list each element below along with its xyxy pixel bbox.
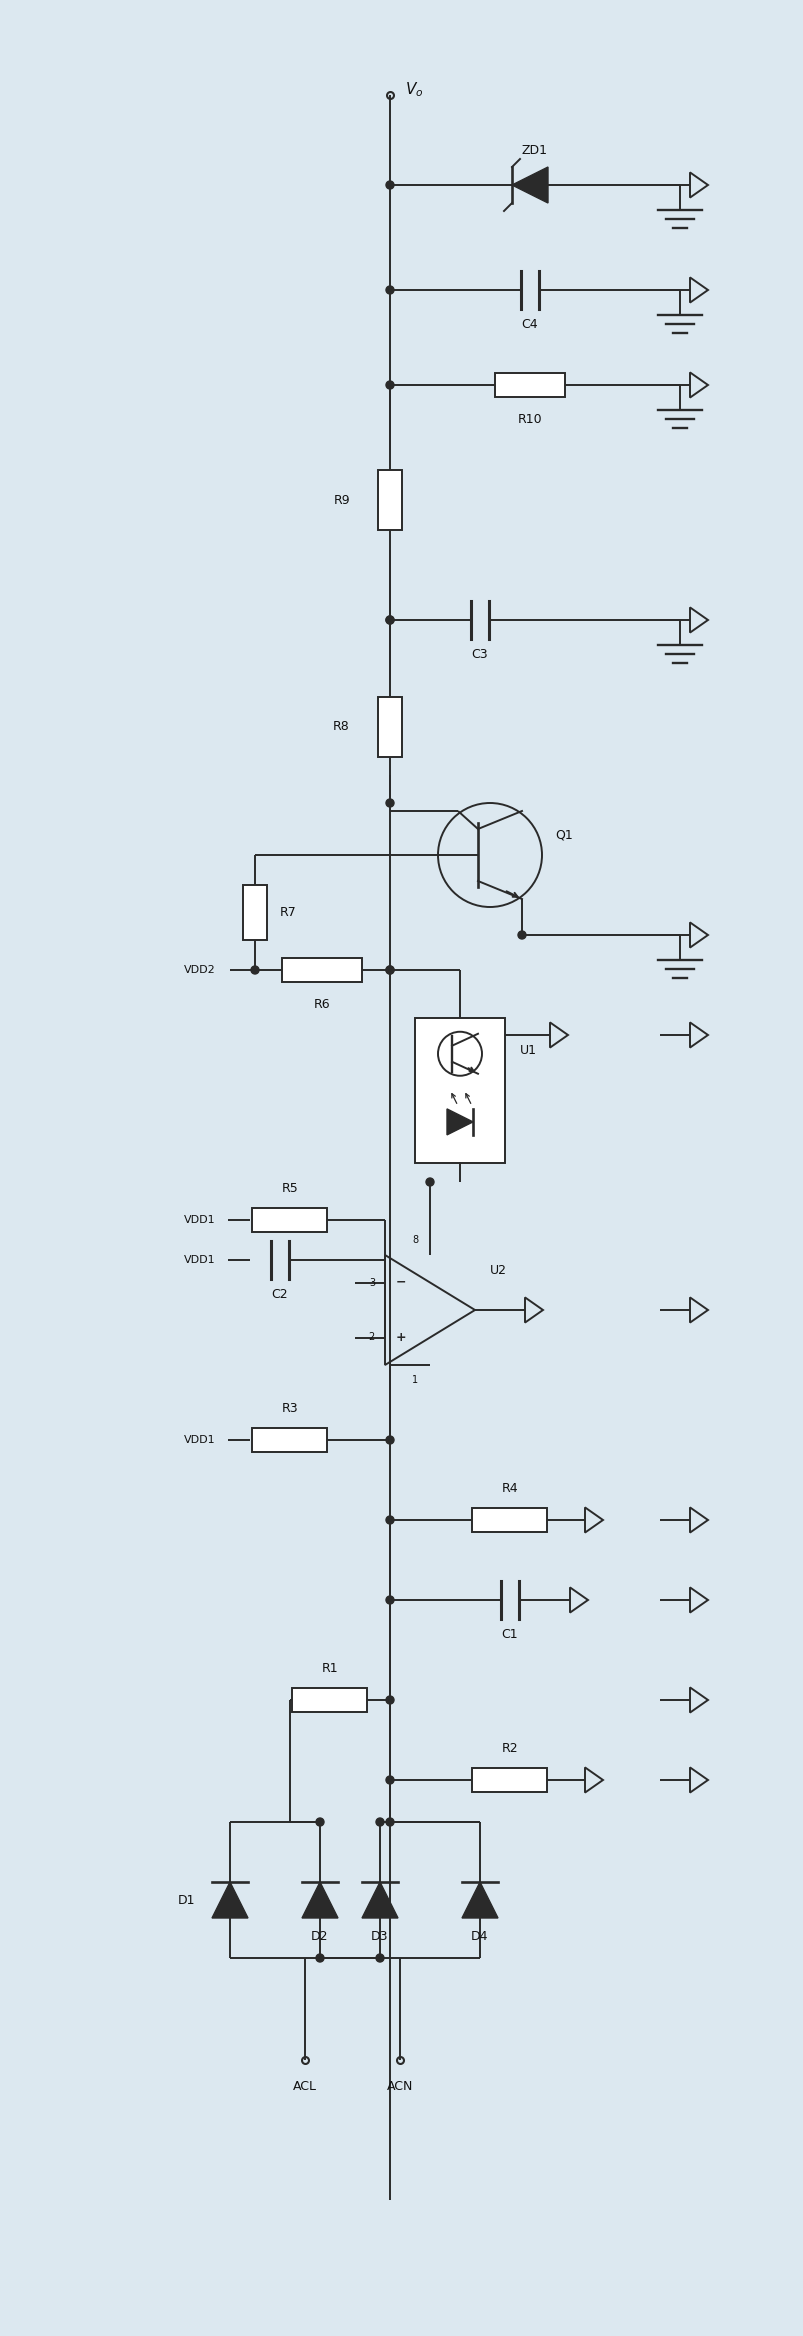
Circle shape bbox=[426, 1177, 434, 1187]
Bar bbox=[377, 470, 402, 530]
Bar bbox=[414, 1018, 504, 1163]
Bar bbox=[495, 374, 565, 397]
Bar bbox=[252, 1427, 327, 1453]
Circle shape bbox=[385, 1437, 393, 1444]
Text: D3: D3 bbox=[371, 1930, 389, 1944]
Polygon shape bbox=[512, 166, 548, 203]
Text: U1: U1 bbox=[520, 1044, 536, 1056]
Circle shape bbox=[385, 285, 393, 294]
Polygon shape bbox=[212, 1883, 247, 1918]
Circle shape bbox=[376, 1817, 384, 1827]
Text: ZD1: ZD1 bbox=[521, 145, 548, 157]
Circle shape bbox=[316, 1953, 324, 1962]
Text: C1: C1 bbox=[501, 1628, 518, 1640]
Bar bbox=[377, 696, 402, 757]
Text: D4: D4 bbox=[471, 1930, 488, 1944]
Text: VDD1: VDD1 bbox=[184, 1254, 215, 1266]
Bar bbox=[243, 885, 267, 939]
Polygon shape bbox=[446, 1110, 472, 1135]
Bar bbox=[252, 1208, 327, 1231]
Text: ACN: ACN bbox=[386, 2079, 413, 2093]
Text: R3: R3 bbox=[281, 1402, 298, 1416]
Text: C2: C2 bbox=[271, 1287, 288, 1301]
Text: 8: 8 bbox=[411, 1236, 418, 1245]
Bar bbox=[472, 1768, 547, 1792]
Text: $V_o$: $V_o$ bbox=[405, 82, 423, 100]
Circle shape bbox=[385, 1817, 393, 1827]
Text: VDD2: VDD2 bbox=[184, 965, 216, 974]
Circle shape bbox=[385, 617, 393, 624]
Text: R4: R4 bbox=[501, 1481, 518, 1495]
Text: 2: 2 bbox=[369, 1332, 374, 1343]
Text: VDD1: VDD1 bbox=[184, 1215, 215, 1224]
Circle shape bbox=[385, 1516, 393, 1523]
Text: +: + bbox=[395, 1332, 406, 1343]
Text: C4: C4 bbox=[521, 318, 538, 332]
Text: C3: C3 bbox=[471, 647, 487, 661]
Circle shape bbox=[385, 1595, 393, 1605]
Circle shape bbox=[385, 799, 393, 806]
Polygon shape bbox=[302, 1883, 337, 1918]
Text: R9: R9 bbox=[333, 493, 349, 507]
Text: 1: 1 bbox=[411, 1376, 418, 1385]
Circle shape bbox=[385, 967, 393, 974]
Text: R6: R6 bbox=[313, 997, 330, 1011]
Circle shape bbox=[376, 1953, 384, 1962]
Text: D2: D2 bbox=[311, 1930, 328, 1944]
Circle shape bbox=[385, 967, 393, 974]
Bar bbox=[282, 958, 361, 981]
Circle shape bbox=[517, 932, 525, 939]
Circle shape bbox=[385, 1775, 393, 1785]
Circle shape bbox=[316, 1817, 324, 1827]
Circle shape bbox=[385, 180, 393, 189]
Text: Q1: Q1 bbox=[554, 829, 572, 841]
Text: D1: D1 bbox=[177, 1894, 195, 1906]
Text: R10: R10 bbox=[517, 413, 542, 425]
Bar bbox=[472, 1509, 547, 1532]
Text: 3: 3 bbox=[369, 1278, 374, 1287]
Text: VDD1: VDD1 bbox=[184, 1434, 215, 1446]
Text: −: − bbox=[395, 1275, 406, 1289]
Circle shape bbox=[385, 617, 393, 624]
Text: U2: U2 bbox=[489, 1264, 507, 1275]
Text: ACL: ACL bbox=[292, 2079, 316, 2093]
Text: R8: R8 bbox=[332, 719, 349, 734]
Circle shape bbox=[385, 1696, 393, 1703]
Bar bbox=[292, 1689, 367, 1712]
Text: R2: R2 bbox=[501, 1743, 518, 1754]
Text: R5: R5 bbox=[281, 1182, 298, 1196]
Polygon shape bbox=[462, 1883, 497, 1918]
Polygon shape bbox=[361, 1883, 397, 1918]
Circle shape bbox=[385, 381, 393, 390]
Circle shape bbox=[251, 967, 259, 974]
Text: R7: R7 bbox=[279, 906, 296, 918]
Text: R1: R1 bbox=[321, 1661, 338, 1675]
